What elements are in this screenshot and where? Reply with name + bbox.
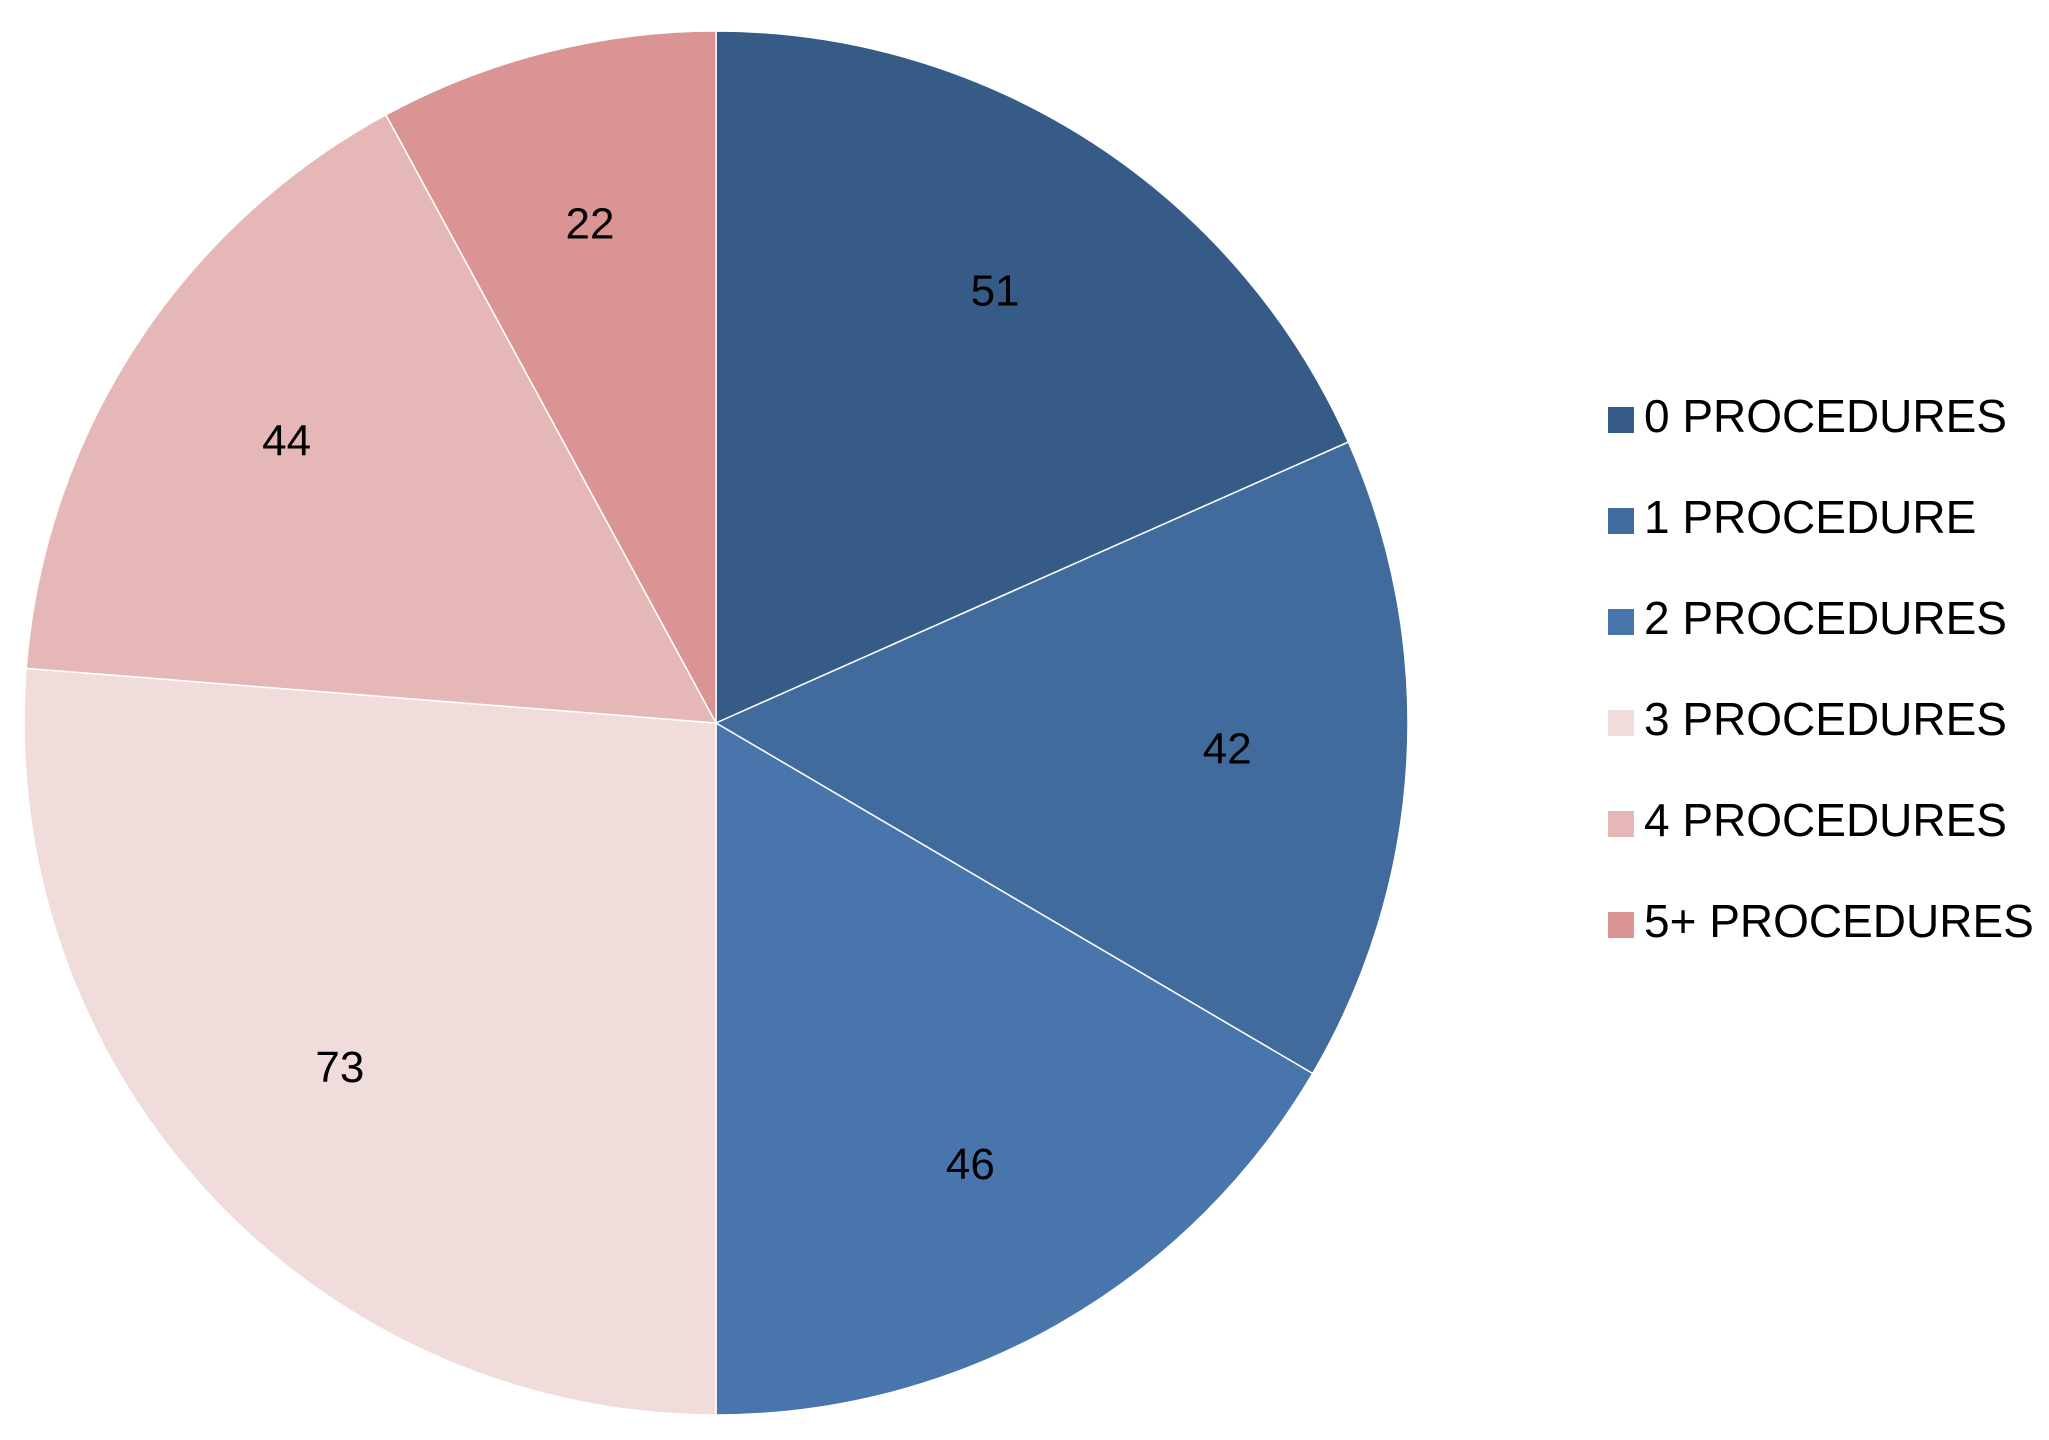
legend-label-5plus-procedures: 5+ PROCEDURES	[1644, 895, 2034, 947]
pie-slice-3-procedures	[23, 667, 717, 1416]
legend-swatch-5plus-procedures	[1608, 912, 1634, 938]
legend-swatch-4-procedures	[1608, 811, 1634, 837]
legend-label-3-procedures: 3 PROCEDURES	[1644, 693, 2007, 745]
legend-label-2-procedures: 2 PROCEDURES	[1644, 592, 2007, 644]
pie-slice-4-procedures	[25, 113, 718, 724]
pie-slice-0-procedures	[715, 30, 1350, 725]
data-label-5plus-procedures: 22	[566, 199, 615, 248]
pie-slice-5plus-procedures	[384, 30, 717, 724]
legend-swatch-2-procedures	[1608, 609, 1634, 635]
pie-slice-2-procedures	[715, 721, 1314, 1416]
pie-data-labels: 51 42 46 73 44 22	[262, 199, 1252, 1189]
data-label-1-procedure: 42	[1203, 725, 1252, 774]
legend-swatch-1-procedure	[1608, 508, 1634, 534]
data-label-4-procedures: 44	[262, 417, 311, 466]
data-label-0-procedures: 51	[971, 266, 1020, 315]
legend-swatch-0-procedures	[1608, 407, 1634, 433]
legend-swatch-3-procedures	[1608, 710, 1634, 736]
legend-label-4-procedures: 4 PROCEDURES	[1644, 794, 2007, 846]
legend: 0 PROCEDURES 1 PROCEDURE 2 PROCEDURES 3 PRO…	[1608, 390, 2034, 947]
pie-slice-1-procedure	[714, 441, 1409, 1075]
data-label-3-procedures: 73	[315, 1043, 364, 1092]
pie-slices	[23, 30, 1409, 1416]
legend-label-1-procedure: 1 PROCEDURE	[1644, 491, 1976, 543]
data-label-2-procedures: 46	[946, 1140, 995, 1189]
legend-label-0-procedures: 0 PROCEDURES	[1644, 390, 2007, 442]
